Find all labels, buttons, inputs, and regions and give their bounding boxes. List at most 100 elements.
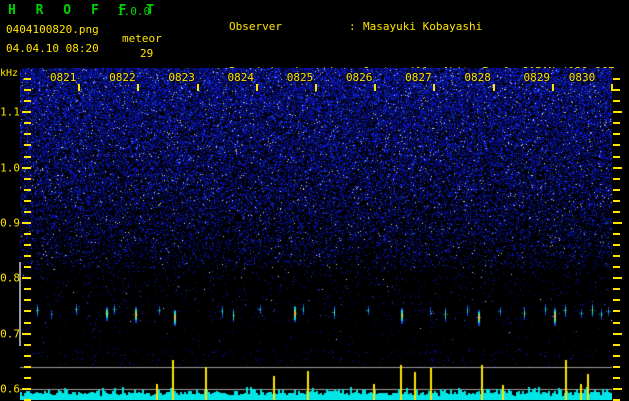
y-axis-tick [22, 387, 31, 390]
y-axis-tick-right [613, 387, 622, 390]
spectrogram-canvas [20, 68, 612, 350]
x-axis-tick [433, 84, 436, 91]
y-axis-tick-right [613, 244, 620, 247]
strip-chart-canvas [20, 350, 612, 400]
x-axis-tick [137, 84, 140, 91]
y-axis-tick-right [613, 233, 620, 235]
y-axis-tick-right [613, 177, 620, 180]
x-axis-tick-label: 0828 [464, 71, 491, 84]
y-axis-tick [24, 376, 31, 379]
x-axis-tick [492, 84, 495, 91]
y-axis-tick-right [613, 78, 620, 81]
y-axis-tick [22, 221, 31, 224]
y-axis-tick-label: 0.7 [0, 327, 20, 341]
y-axis-tick [24, 199, 31, 202]
x-axis-tick-label: 0824 [227, 71, 255, 84]
x-axis-tick [315, 84, 317, 91]
y-axis-tick-right [613, 221, 622, 224]
y-axis-tick [24, 89, 31, 92]
x-axis-tick [255, 84, 258, 91]
y-axis-tick [24, 365, 31, 368]
y-axis-tick [24, 266, 31, 269]
metadata-value: Masayuki Kobayashi [362, 20, 483, 33]
y-axis-tick-right [613, 188, 620, 191]
datetime-label: 04.04.10 08:20 [6, 42, 99, 55]
y-axis-tick-label: 0.6 [0, 382, 20, 396]
filename-label: 0404100820.png [6, 23, 99, 36]
meteor-count: 29 [140, 47, 154, 60]
y-axis-tick-right [613, 166, 622, 169]
x-axis-tick [78, 84, 81, 91]
meteor-label: meteor [122, 32, 162, 45]
y-axis-tick [24, 354, 31, 357]
y-axis-tick-right [613, 122, 620, 125]
y-axis-tick-right [613, 144, 620, 147]
y-axis-tick [22, 332, 31, 335]
metadata-row: Observer: Masayuki Kobayashi [176, 4, 629, 49]
y-axis-tick-right [613, 343, 620, 346]
x-axis-tick-label: 0826 [345, 71, 373, 84]
y-axis-tick [22, 277, 31, 280]
y-axis-tick [22, 166, 31, 169]
y-axis-ticks: 0.6 0.7 0.8 0.9 1.0 1.1 [0, 68, 34, 401]
x-axis-tick-label: 0830 [568, 71, 596, 84]
y-axis-tick-right [613, 321, 620, 324]
y-axis-tick-right [613, 310, 620, 313]
x-axis-tick-label: 0827 [405, 71, 432, 84]
app-title: H R O F F T [8, 3, 161, 18]
y-axis-tick-right [613, 299, 620, 302]
y-axis-tick-right [613, 100, 620, 103]
y-axis-tick [22, 111, 31, 114]
y-axis-tick-right [613, 133, 620, 136]
spectrogram-panel: kHz 0.6 0.7 0.8 0.9 1.0 1.1 0821 0822 0823 0824 0… [0, 68, 629, 401]
y-axis-tick [24, 100, 31, 103]
y-axis-tick-label: 0.8 [0, 271, 20, 285]
app-version: 1.0.0 [117, 5, 151, 18]
y-axis-tick [24, 310, 31, 313]
y-axis-tick [24, 288, 31, 291]
y-axis-tick-label: 0.9 [0, 216, 20, 230]
metadata-key: Observer [228, 20, 282, 33]
x-axis-tick [611, 84, 613, 91]
y-axis-tick [24, 177, 31, 180]
x-axis-tick-label: 0822 [109, 71, 136, 84]
y-axis-tick-right [613, 277, 622, 280]
x-axis-tick-label: 0823 [168, 71, 195, 84]
y-axis-tick-right [613, 332, 622, 335]
y-axis-tick-right [613, 266, 620, 269]
y-axis-tick-right [613, 288, 620, 291]
y-axis-tick-label: 1.1 [0, 105, 20, 119]
y-axis-tick-right [613, 376, 620, 379]
y-axis-tick [24, 144, 31, 147]
y-axis-tick [24, 299, 31, 302]
x-axis-tick-label: 0825 [286, 71, 314, 84]
y-axis-tick [24, 122, 31, 125]
y-axis-tick [24, 321, 31, 324]
y-axis-tick-right [613, 255, 620, 258]
metadata-separator: : [348, 20, 356, 33]
y-axis-tick-right [613, 111, 622, 114]
y-axis-tick [24, 210, 31, 213]
y-axis-tick [24, 343, 31, 346]
header-panel: H R O F F T 1.0.0 0404100820.png 04.04.1… [0, 0, 629, 168]
y-axis-tick [24, 244, 31, 247]
y-axis-tick [24, 78, 31, 81]
y-axis-tick [24, 255, 31, 258]
y-axis-tick-right [613, 354, 620, 357]
y-axis-ticks-right [613, 68, 629, 401]
y-axis-tick-label: 1.0 [0, 161, 20, 175]
y-axis-tick-right [613, 155, 620, 158]
x-axis-tick [551, 84, 554, 91]
y-axis-unit-label: kHz [0, 68, 19, 79]
y-axis-tick [24, 233, 31, 235]
y-axis-tick-right [613, 89, 620, 92]
y-axis-tick-right [613, 210, 620, 213]
y-axis-tick-right [613, 365, 620, 368]
x-axis-tick-label: 0821 [49, 71, 77, 84]
x-axis-tick-label: 0829 [523, 71, 551, 84]
y-axis-tick-right [613, 199, 620, 202]
y-axis-tick [24, 133, 31, 136]
y-axis-tick [24, 188, 31, 191]
x-axis-tick [374, 84, 377, 91]
